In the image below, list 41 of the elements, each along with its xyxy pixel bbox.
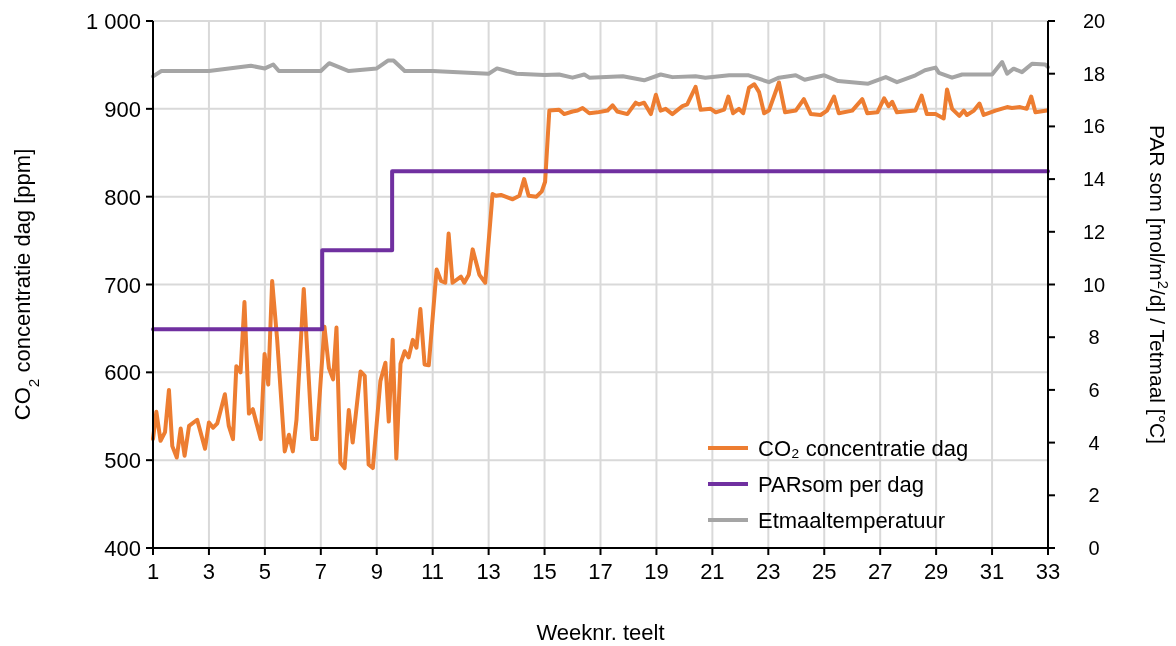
- x-tick-label: 31: [979, 559, 1005, 584]
- x-tick-label: 27: [867, 559, 893, 584]
- y2-tick-label: 6: [1088, 378, 1100, 401]
- y-tick-label: 1 000: [85, 9, 141, 34]
- line-series: [151, 58, 1050, 86]
- x-tick-label: 25: [812, 559, 837, 584]
- x-tick-label: 3: [202, 559, 216, 584]
- y-tick-label: 700: [104, 272, 141, 298]
- x-tick-label: 17: [588, 559, 613, 584]
- legend-label: CO₂ concentratie dag: [758, 436, 969, 461]
- x-tick-label: 29: [923, 559, 949, 584]
- y-tick-label: 800: [104, 184, 141, 210]
- x-tick-label: 9: [370, 559, 383, 584]
- y2-tick-label: 12: [1082, 220, 1106, 243]
- y-tick-label: 900: [104, 96, 141, 122]
- x-tick-label: 19: [644, 559, 669, 584]
- x-tick-label: 33: [1035, 559, 1061, 584]
- y2-tick-label: 20: [1082, 10, 1106, 32]
- x-tick-label: 1: [146, 559, 160, 584]
- x-axis-title: Weeknr. teelt: [536, 620, 665, 645]
- line-series: [151, 80, 1049, 471]
- x-tick-label: 7: [314, 559, 327, 584]
- y2-tick-label: 14: [1082, 168, 1106, 191]
- y-tick-label: 600: [104, 360, 141, 386]
- x-tick-label: 15: [532, 559, 557, 584]
- y2-tick-label: 16: [1082, 115, 1106, 138]
- legend-label: PARsom per dag: [758, 472, 924, 497]
- y2-tick-label: 2: [1088, 484, 1100, 507]
- y2-tick-label: 8: [1088, 326, 1100, 349]
- x-tick-label: 11: [421, 559, 445, 584]
- y2-tick-label: 0: [1088, 537, 1100, 559]
- y2-tick-label: 18: [1082, 62, 1106, 85]
- y2-tick-label: 10: [1082, 273, 1106, 296]
- x-tick-label: 23: [756, 559, 781, 584]
- y-tick-label: 500: [104, 448, 141, 474]
- y2-tick-label: 4: [1088, 431, 1100, 454]
- legend-label: Etmaaltemperatuur: [758, 508, 946, 533]
- x-tick-label: 21: [700, 559, 725, 584]
- x-tick-label: 5: [258, 559, 271, 584]
- y-tick-label: 400: [104, 536, 141, 561]
- x-tick-label: 13: [476, 559, 501, 584]
